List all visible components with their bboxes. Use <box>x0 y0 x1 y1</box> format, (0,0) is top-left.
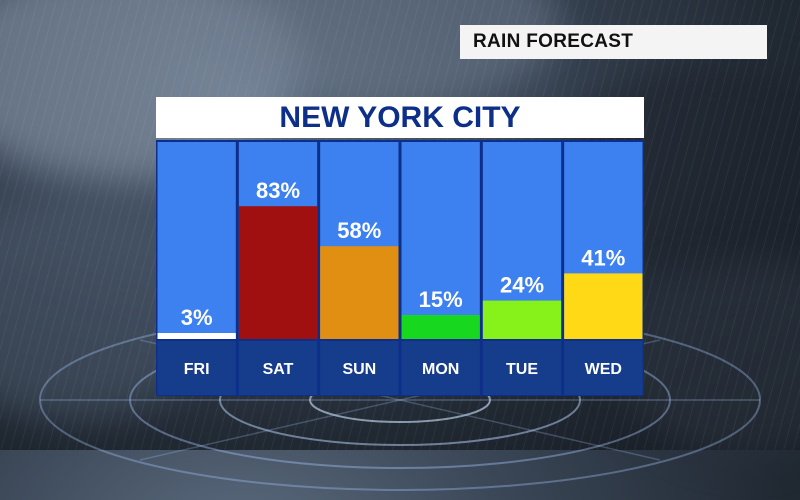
day-label: SAT <box>263 361 294 378</box>
day-label: TUE <box>506 361 538 378</box>
value-label: 83% <box>256 178 300 203</box>
bar-sat <box>238 206 318 339</box>
day-column-mon <box>401 142 480 339</box>
rain-chance-chart: 3% FRI 83% SAT 58% SUN 15% MON 24% TUE 41% WED <box>156 140 644 396</box>
bar-mon <box>401 315 480 339</box>
value-label: 24% <box>500 273 544 298</box>
day-label-strip <box>401 341 480 395</box>
day-label-strip <box>482 341 562 395</box>
day-label-strip <box>238 341 318 395</box>
day-column-fri <box>157 142 236 339</box>
bar-sun <box>320 246 399 339</box>
chart-frame <box>156 140 644 396</box>
day-label-strip <box>157 341 236 395</box>
bar-fri <box>157 333 236 339</box>
day-label: SUN <box>342 361 376 378</box>
value-label: 58% <box>337 218 381 243</box>
bar-chart-svg: 3% FRI 83% SAT 58% SUN 15% MON 24% TUE 41% WED <box>156 140 644 396</box>
value-label: 3% <box>181 305 213 330</box>
bar-tue <box>482 300 562 339</box>
chart-title: NEW YORK CITY <box>156 97 644 138</box>
day-label: WED <box>585 361 622 378</box>
value-label: 15% <box>419 287 463 312</box>
rain-forecast-label: RAIN FORECAST <box>460 25 767 59</box>
day-label: MON <box>422 361 459 378</box>
bar-wed <box>564 273 643 339</box>
day-label: FRI <box>184 361 210 378</box>
day-label-strip <box>564 341 643 395</box>
value-label: 41% <box>581 245 625 270</box>
day-label-strip <box>320 341 399 395</box>
